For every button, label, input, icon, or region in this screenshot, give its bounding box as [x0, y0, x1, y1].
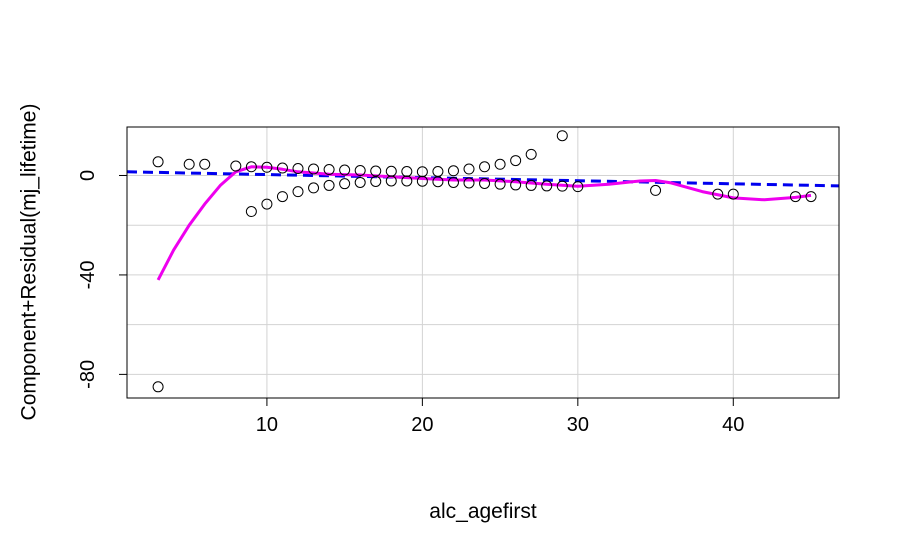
x-tick-label: 20 — [411, 414, 433, 436]
fit-lines — [127, 165, 839, 281]
data-point — [323, 179, 335, 191]
data-point — [494, 158, 506, 170]
data-point — [261, 161, 273, 173]
data-point — [354, 165, 366, 177]
data-point — [463, 177, 475, 189]
data-point — [541, 180, 553, 192]
data-point — [447, 165, 459, 177]
axes: 10 20 30 40 -80 -40 0 — [77, 170, 744, 436]
data-point — [152, 156, 164, 168]
data-point — [525, 179, 537, 191]
data-point — [510, 179, 522, 191]
data-point — [447, 176, 459, 188]
plot-frame — [126, 126, 840, 399]
y-tick-label: -80 — [77, 360, 99, 389]
data-point — [479, 177, 491, 189]
data-point — [510, 155, 522, 167]
data-point — [525, 148, 537, 160]
x-axis-title: alc_agefirst — [429, 500, 537, 523]
data-point — [199, 158, 211, 170]
data-point — [432, 176, 444, 188]
data-point — [308, 182, 320, 194]
data-point — [292, 163, 304, 175]
data-point — [401, 175, 413, 187]
data-point — [308, 163, 320, 175]
data-point — [292, 186, 304, 198]
x-tick-label: 30 — [567, 414, 589, 436]
data-point — [385, 175, 397, 187]
data-point — [463, 163, 475, 175]
data-point — [276, 162, 288, 174]
data-point — [494, 178, 506, 190]
data-point — [339, 178, 351, 190]
data-point — [416, 175, 428, 187]
y-tick-label: -40 — [77, 260, 99, 289]
y-axis-title: Component+Residual(mj_lifetime) — [18, 104, 41, 421]
grid — [127, 127, 839, 398]
data-point — [556, 180, 568, 192]
data-point — [339, 164, 351, 176]
data-point — [261, 198, 273, 210]
data-point — [416, 166, 428, 178]
data-point — [385, 165, 397, 177]
data-point — [727, 188, 739, 200]
data-point — [323, 164, 335, 176]
x-tick-label: 40 — [722, 414, 744, 436]
data-point — [712, 188, 724, 200]
data-point — [572, 181, 584, 193]
data-point — [479, 161, 491, 173]
data-point — [789, 191, 801, 203]
data-point — [152, 381, 164, 393]
data-point — [276, 191, 288, 203]
data-points — [152, 130, 817, 393]
data-point — [183, 158, 195, 170]
data-point — [245, 161, 257, 173]
data-point — [370, 175, 382, 187]
data-point — [245, 206, 257, 218]
y-tick-label: 0 — [77, 170, 99, 181]
data-point — [401, 166, 413, 178]
data-point — [805, 191, 817, 203]
data-point — [354, 176, 366, 188]
data-point — [556, 130, 568, 142]
x-tick-label: 10 — [256, 414, 278, 436]
data-point — [650, 184, 662, 196]
data-point — [230, 160, 242, 172]
smooth-fit-line — [156, 165, 812, 281]
